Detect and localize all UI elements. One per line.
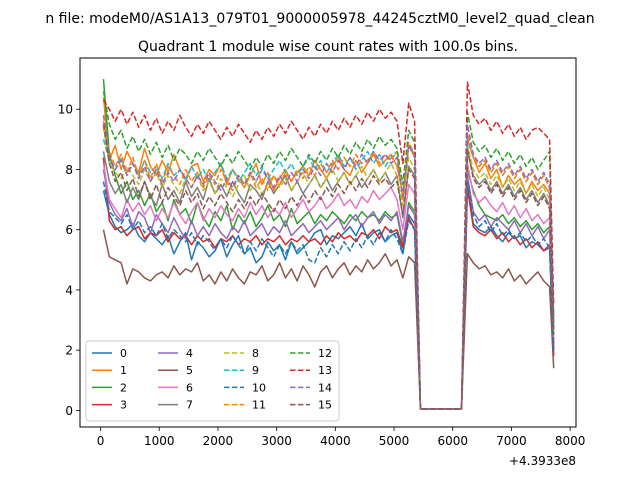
series-line-5 — [102, 229, 555, 410]
y-axis: 0 2 4 6 8 10 — [58, 103, 80, 418]
series-line-8 — [102, 127, 555, 410]
series-line-12 — [102, 90, 555, 410]
legend-label-11: 11 — [252, 399, 266, 412]
legend-label-7: 7 — [186, 399, 193, 412]
y-tick-label: 8 — [65, 163, 73, 177]
x-axis-offset-label: +4.3933e8 — [509, 454, 576, 468]
series-line-11 — [102, 121, 555, 410]
series-line-14 — [102, 115, 555, 410]
legend-box — [85, 340, 340, 422]
y-tick-label: 0 — [65, 404, 73, 418]
series-layer — [102, 79, 555, 410]
series-line-6 — [102, 162, 555, 410]
legend-label-2: 2 — [120, 381, 127, 394]
legend-label-0: 0 — [120, 347, 127, 360]
legend-label-3: 3 — [120, 399, 127, 412]
y-tick-label: 2 — [65, 344, 73, 358]
legend-label-12: 12 — [318, 347, 332, 360]
legend-label-5: 5 — [186, 364, 193, 377]
legend-label-6: 6 — [186, 381, 193, 394]
x-tick-label: 0 — [97, 434, 105, 448]
figure-suptitle: n file: modeM0/AS1A13_079T01_9000005978_… — [45, 11, 594, 27]
chart-title: Quadrant 1 module wise count rates with … — [138, 39, 518, 55]
legend-label-15: 15 — [318, 399, 332, 412]
x-tick-label: 3000 — [261, 434, 292, 448]
legend-label-10: 10 — [252, 381, 266, 394]
legend-label-8: 8 — [252, 347, 259, 360]
series-line-0 — [102, 183, 555, 410]
x-tick-label: 2000 — [203, 434, 234, 448]
x-tick-label: 1000 — [144, 434, 175, 448]
x-tick-label: 6000 — [437, 434, 468, 448]
legend-label-1: 1 — [120, 364, 127, 377]
legend-label-14: 14 — [318, 381, 332, 394]
y-tick-label: 6 — [65, 223, 73, 237]
y-tick-label: 10 — [58, 103, 73, 117]
series-line-15 — [102, 124, 555, 410]
x-tick-label: 4000 — [320, 434, 351, 448]
x-tick-label: 7000 — [496, 434, 527, 448]
legend-label-13: 13 — [318, 364, 332, 377]
series-line-7 — [102, 150, 555, 410]
series-line-10 — [102, 180, 555, 410]
legend-label-9: 9 — [252, 364, 259, 377]
series-line-1 — [102, 97, 555, 410]
x-tick-label: 5000 — [379, 434, 410, 448]
series-line-4 — [102, 169, 555, 410]
y-tick-label: 4 — [65, 283, 73, 297]
x-tick-label: 8000 — [555, 434, 586, 448]
series-line-3 — [102, 157, 555, 410]
legend-label-4: 4 — [186, 347, 193, 360]
x-axis: 0 1000 2000 3000 4000 5000 6000 7000 8000 — [97, 427, 586, 448]
plot-frame — [79, 57, 577, 428]
